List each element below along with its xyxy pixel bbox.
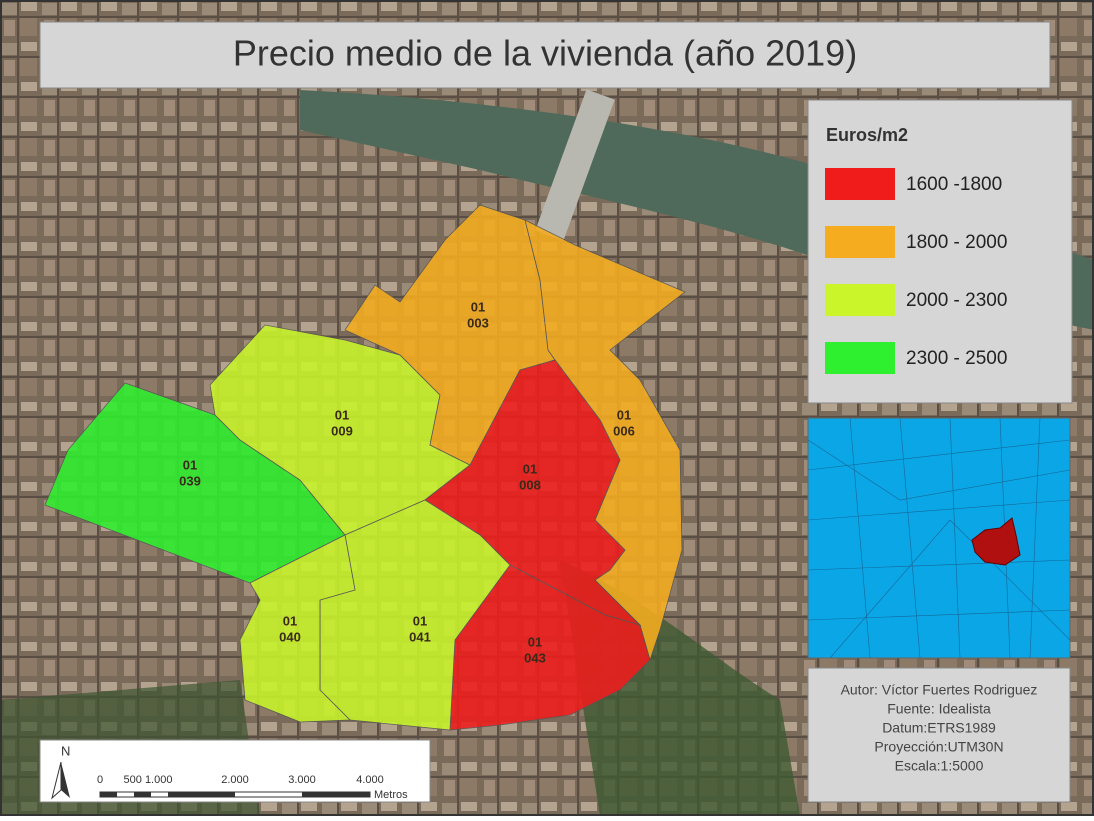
map: 01039 01009 01003 01006 01008 01043 0104… — [0, 0, 1094, 816]
scale-label: 3.000 — [288, 774, 316, 786]
zone-section: 041 — [409, 629, 431, 644]
legend-label: 1800 - 2000 — [906, 232, 1007, 253]
legend-label: 1600 -1800 — [906, 174, 1002, 195]
zone-section: 006 — [613, 423, 635, 438]
scale-bar — [100, 792, 370, 797]
scale-unit: Metros — [374, 789, 408, 801]
credit-line: Fuente: Idealista — [887, 701, 991, 717]
legend-label: 2000 - 2300 — [906, 290, 1007, 311]
legend-title: Euros/m2 — [826, 125, 908, 145]
zone-section: 039 — [179, 473, 201, 488]
north-label: N — [61, 743, 70, 758]
scale-label: 0 — [97, 774, 103, 786]
legend-swatch — [825, 284, 895, 316]
zone-district: 01 — [471, 299, 485, 314]
credit-line: Proyección:UTM30N — [874, 739, 1003, 755]
zone-district: 01 — [183, 457, 197, 472]
inset-map — [808, 418, 1070, 658]
scale-label: 4.000 — [356, 774, 384, 786]
zone-district: 01 — [283, 613, 297, 628]
zone-district: 01 — [413, 613, 427, 628]
scale-label: 500 1.000 — [124, 774, 173, 786]
credit-line: Autor: Víctor Fuertes Rodriguez — [841, 682, 1038, 698]
credit-line: Escala:1:5000 — [895, 758, 984, 774]
legend-label: 2300 - 2500 — [906, 348, 1007, 369]
zone-district: 01 — [335, 407, 349, 422]
zone-section: 043 — [524, 650, 546, 665]
zone-district: 01 — [617, 407, 631, 422]
zone-section: 003 — [467, 315, 489, 330]
legend-swatch — [825, 226, 895, 258]
zone-district: 01 — [528, 634, 542, 649]
credit-line: Datum:ETRS1989 — [882, 720, 996, 736]
title: Precio medio de la vivienda (año 2019) — [233, 33, 857, 74]
legend-swatch — [825, 168, 895, 200]
legend-swatch — [825, 342, 895, 374]
zone-section: 040 — [279, 629, 301, 644]
zone-section: 009 — [331, 423, 353, 438]
zone-district: 01 — [523, 461, 537, 476]
zone-section: 008 — [519, 477, 541, 492]
scale-label: 2.000 — [221, 774, 249, 786]
